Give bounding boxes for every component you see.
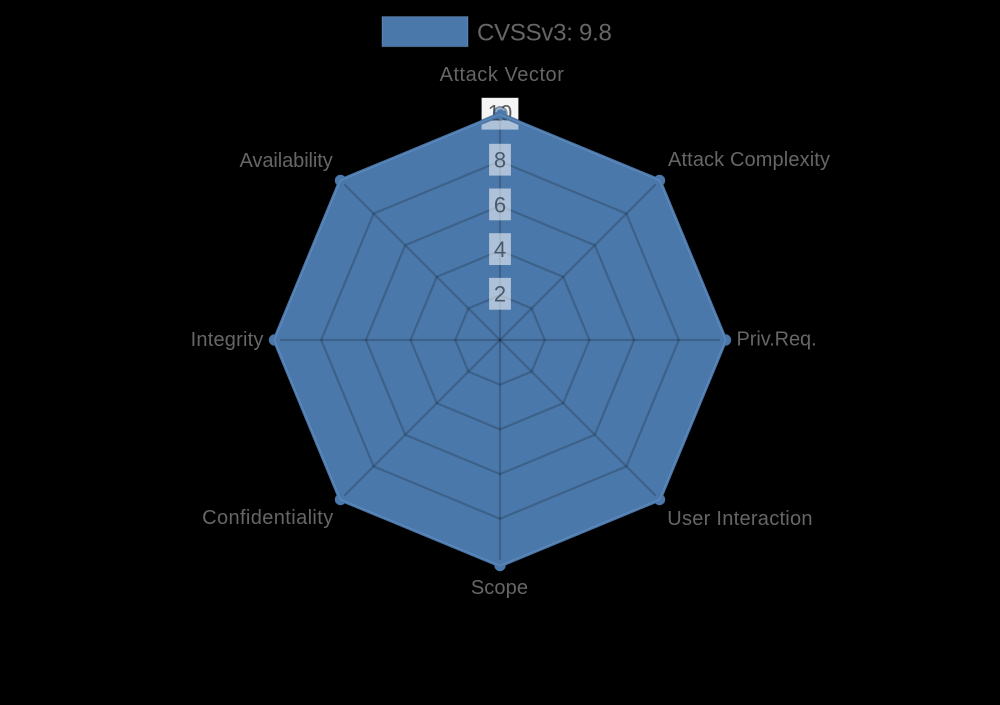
svg-text:6: 6 xyxy=(494,192,506,217)
svg-text:CVSSv3: 9.8: CVSSv3: 9.8 xyxy=(477,20,612,47)
svg-text:User Interaction: User Interaction xyxy=(667,508,813,530)
svg-text:4: 4 xyxy=(494,237,506,262)
svg-text:Attack Vector: Attack Vector xyxy=(440,64,565,86)
svg-text:Priv.Req.: Priv.Req. xyxy=(737,329,817,351)
svg-text:2: 2 xyxy=(494,282,506,307)
svg-text:Attack Complexity: Attack Complexity xyxy=(668,149,830,171)
svg-text:Availability: Availability xyxy=(240,150,333,172)
svg-text:Scope: Scope xyxy=(471,577,528,599)
svg-text:8: 8 xyxy=(494,148,506,173)
svg-text:Confidentiality: Confidentiality xyxy=(202,507,333,529)
svg-text:Integrity: Integrity xyxy=(191,329,264,351)
